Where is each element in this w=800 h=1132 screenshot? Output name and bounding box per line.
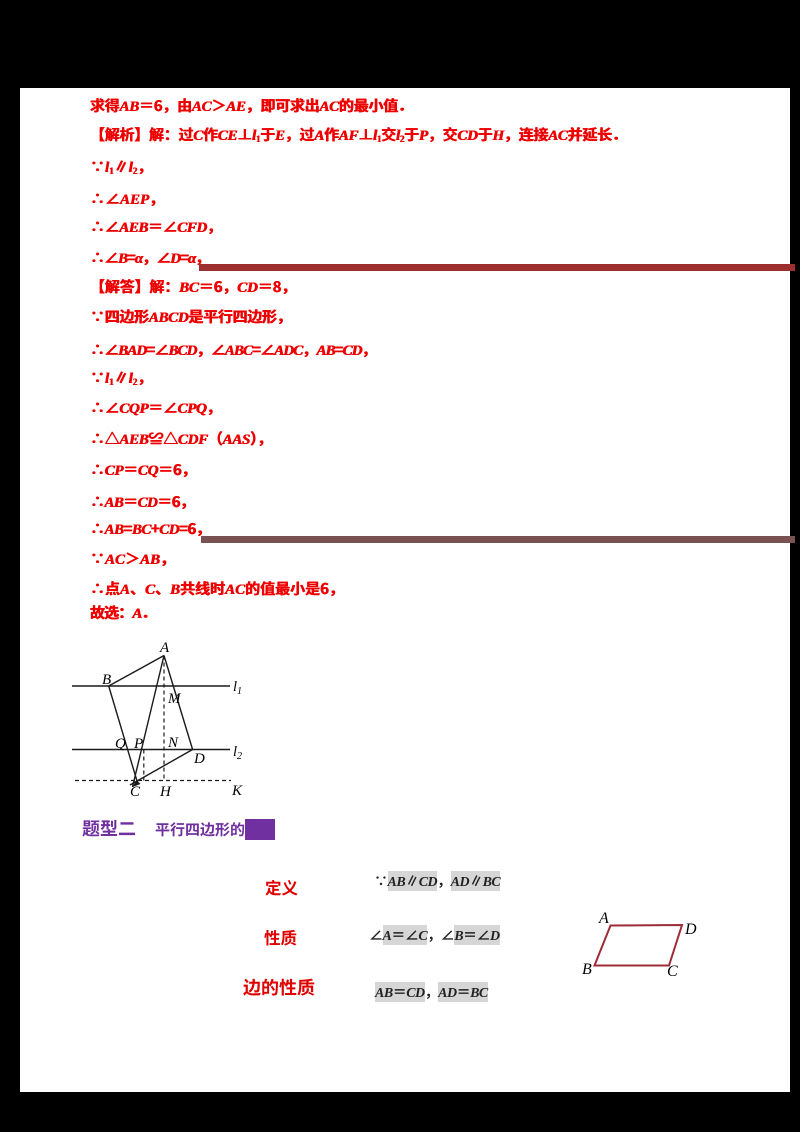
svg-text:l1: l1 xyxy=(233,679,242,697)
svg-text:C: C xyxy=(130,784,141,799)
svg-text:B: B xyxy=(102,672,111,688)
svg-text:P: P xyxy=(133,736,143,752)
svg-text:H: H xyxy=(159,784,172,799)
svg-text:A: A xyxy=(159,640,170,656)
svg-text:Q: Q xyxy=(115,736,126,752)
svg-text:K: K xyxy=(231,783,243,799)
svg-text:D: D xyxy=(193,751,205,767)
svg-text:A: A xyxy=(598,910,609,927)
svg-text:B: B xyxy=(582,961,592,978)
svg-text:C: C xyxy=(667,963,678,980)
svg-text:D: D xyxy=(684,921,697,938)
svg-text:N: N xyxy=(167,735,179,751)
svg-text:M: M xyxy=(167,691,182,707)
svg-text:l2: l2 xyxy=(233,744,242,762)
